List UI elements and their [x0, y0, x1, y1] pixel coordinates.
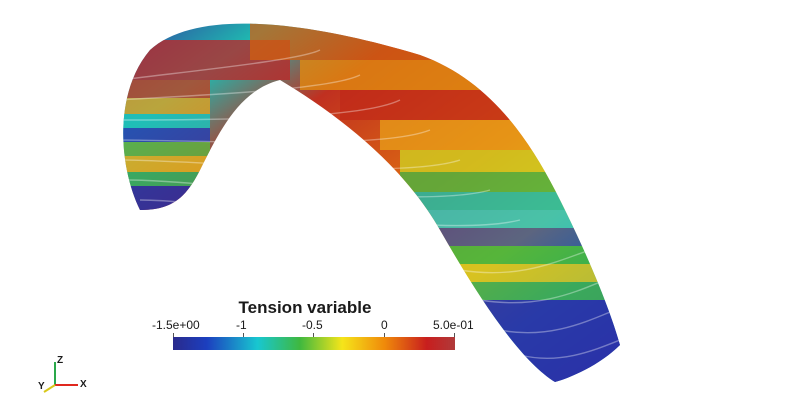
paraglider-wing-surface	[123, 23, 620, 382]
scalar-bar-colormap	[173, 337, 455, 350]
tick-mark	[173, 333, 174, 337]
tick-label-min: -1.5e+00	[152, 318, 200, 332]
tick-mark	[384, 333, 385, 337]
y-axis-line	[43, 384, 56, 393]
tick-mark	[454, 333, 455, 337]
tick-label-max: 5.0e-01	[433, 318, 474, 332]
tick-label-neg05: -0.5	[302, 318, 323, 332]
orientation-axes-widget	[43, 362, 78, 393]
tick-mark	[243, 333, 244, 337]
tick-label-neg1: -1	[236, 318, 247, 332]
tick-mark	[313, 333, 314, 337]
y-axis-label: Y	[38, 381, 45, 392]
scalar-bar-title: Tension variable	[238, 298, 372, 317]
z-axis-label: Z	[57, 355, 64, 366]
tick-label-zero: 0	[381, 318, 388, 332]
x-axis-label: X	[80, 379, 87, 390]
